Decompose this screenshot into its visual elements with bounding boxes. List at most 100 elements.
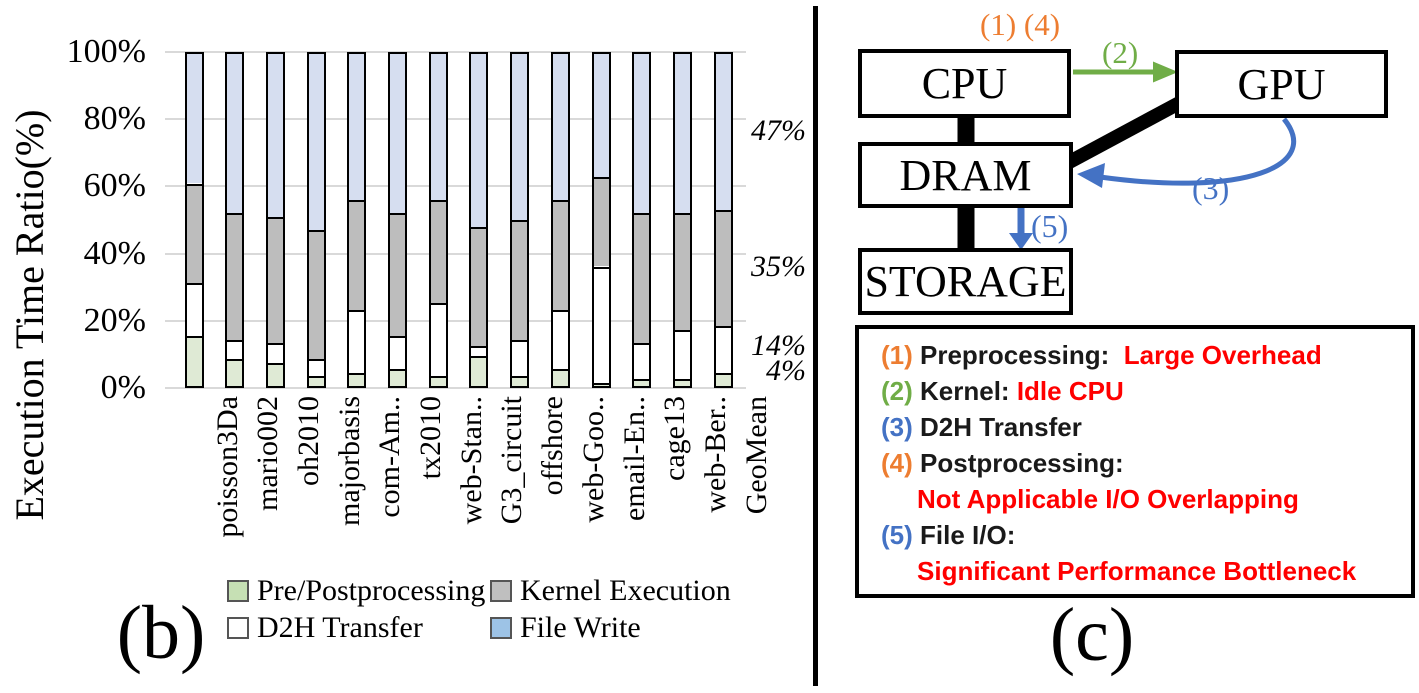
axis-tick-100 [165, 51, 177, 53]
gridline-80 [177, 118, 746, 121]
info-line-7: Significant Performance Bottleneck [881, 553, 1411, 589]
bar-web-Goo.. [550, 52, 570, 388]
plot-area [165, 51, 746, 389]
legend-swatch-d2h-transfer [227, 617, 249, 639]
dram-storage-bus [957, 206, 975, 250]
annotation-35pct: 35% [751, 250, 806, 284]
bar-segment-d2h-transfer [471, 346, 487, 357]
bar-segment-d2h-transfer [552, 309, 568, 370]
bar-segment-d2h-transfer [512, 339, 528, 377]
bar-segment-file-write [227, 54, 243, 214]
info-line-3: (3) D2H Transfer [881, 409, 1411, 445]
bar-segment-file-write [308, 54, 324, 230]
legend-label-d2h-transfer: D2H Transfer [257, 611, 423, 644]
x-label-cage13: cage13 [658, 396, 692, 481]
bar-segment-pre-postprocessing [430, 376, 446, 386]
bar-segment-kernel-execution [390, 213, 405, 337]
info-text-black: Preprocessing: [912, 340, 1124, 370]
bar-segment-kernel-execution [308, 229, 324, 360]
info-text-black: Postprocessing: [912, 448, 1124, 478]
bar-email-En.. [591, 52, 611, 388]
axis-tick-60 [165, 185, 177, 188]
bar-segment-kernel-execution [593, 176, 609, 267]
y-tick-label-20: 20% [83, 301, 146, 339]
info-text-green: (2) [881, 376, 913, 406]
annotation-47pct: 47% [751, 113, 806, 147]
bar-segment-kernel-execution [634, 213, 650, 343]
bar-web-Stan.. [428, 52, 448, 388]
bar-mario002 [225, 52, 245, 388]
info-text-red: Not Applicable I/O Overlapping [917, 484, 1299, 514]
bar-tx2010 [388, 52, 407, 388]
legend-label-kernel-execution: Kernel Execution [520, 574, 731, 607]
storage-box: STORAGE [858, 248, 1073, 315]
bar-segment-file-write [593, 54, 609, 177]
bar-segment-file-write [674, 54, 690, 214]
dram-box: DRAM [858, 142, 1073, 208]
bar-segment-pre-postprocessing [552, 369, 568, 386]
info-text-black: Kernel: [912, 376, 1017, 406]
bar-GeoMean [713, 52, 733, 388]
label-2-kernel: (2) [1102, 35, 1139, 70]
legend-swatch-pre-postprocessing [227, 580, 249, 602]
gridline-60 [177, 185, 746, 188]
bar-segment-d2h-transfer [308, 359, 324, 377]
bar-com-Am.. [347, 52, 367, 388]
info-text-black: D2H Transfer [912, 412, 1082, 442]
x-label-email-En..: email-En.. [617, 396, 651, 521]
x-label-com-Am..: com-Am.. [373, 396, 407, 518]
y-tick-label-100: 100% [66, 33, 146, 70]
bar-G3_circuit [469, 52, 489, 388]
annotation-14pct: 14% [751, 329, 806, 362]
gridline-20 [177, 319, 746, 322]
d2h-arrow-head [1077, 163, 1105, 188]
gpu-box: GPU [1175, 50, 1388, 118]
bar-segment-file-write [349, 54, 365, 201]
bar-segment-kernel-execution [186, 183, 202, 284]
bar-segment-file-write [512, 54, 528, 220]
x-label-web-Ber..: web-Ber.. [698, 396, 732, 513]
info-text-red: Significant Performance Bottleneck [917, 556, 1357, 586]
x-label-tx2010: tx2010 [414, 396, 447, 480]
x-label-web-Goo..: web-Goo.. [576, 396, 610, 523]
annotation-4pct: 4% [766, 354, 806, 388]
info-text-red: Large Overhead [1123, 340, 1322, 370]
bar-segment-file-write [715, 54, 731, 211]
bar-cage13 [632, 52, 652, 388]
x-label-GeoMean: GeoMean [739, 396, 773, 515]
cpu-box: CPU [858, 49, 1071, 118]
x-label-web-Stan..: web-Stan.. [454, 396, 488, 525]
info-line-1: (1) Preprocessing: Large Overhead [881, 337, 1411, 373]
legend-swatch-file-write [490, 617, 512, 639]
info-line-2: (2) Kernel: Idle CPU [881, 373, 1411, 409]
x-label-oh2010: oh2010 [291, 396, 325, 486]
legend-swatch-kernel-execution [490, 580, 512, 602]
bar-segment-d2h-transfer [186, 283, 202, 337]
bar-segment-kernel-execution [267, 216, 283, 343]
axis-tick-40 [165, 252, 177, 255]
info-text-orange: (1) [881, 340, 913, 370]
bar-segment-pre-postprocessing [715, 372, 731, 386]
bar-segment-pre-postprocessing [471, 356, 487, 386]
label-3-d2h-transfer: (3) [1192, 170, 1230, 206]
bar-segment-d2h-transfer [593, 266, 609, 383]
bar-segment-kernel-execution [227, 213, 243, 340]
info-line-6: (5) File I/O: [881, 517, 1411, 553]
x-label-mario002: mario002 [251, 396, 285, 511]
panel-divider-line [813, 6, 818, 686]
bar-segment-d2h-transfer [349, 309, 365, 373]
bar-segment-pre-postprocessing [186, 336, 202, 386]
y-tick-label-40: 40% [83, 234, 146, 272]
info-line-4: (4) Postprocessing: [881, 445, 1411, 481]
bar-segment-d2h-transfer [227, 339, 243, 360]
panel-c-label: (c) [1049, 593, 1135, 677]
bar-majorbasis [306, 52, 326, 388]
bar-segment-pre-postprocessing [267, 362, 283, 386]
x-label-poisson3Da: poisson3Da [210, 396, 244, 538]
bar-segment-file-write [430, 54, 446, 201]
y-tick-label-80: 80% [83, 100, 146, 138]
label-1-4-preprocessing-postprocessing: (1) (4) [980, 7, 1061, 42]
gridline-0 [177, 387, 746, 389]
legend-label-pre-postprocessing: Pre/Postprocessing [257, 574, 486, 607]
bar-segment-file-write [552, 54, 568, 201]
